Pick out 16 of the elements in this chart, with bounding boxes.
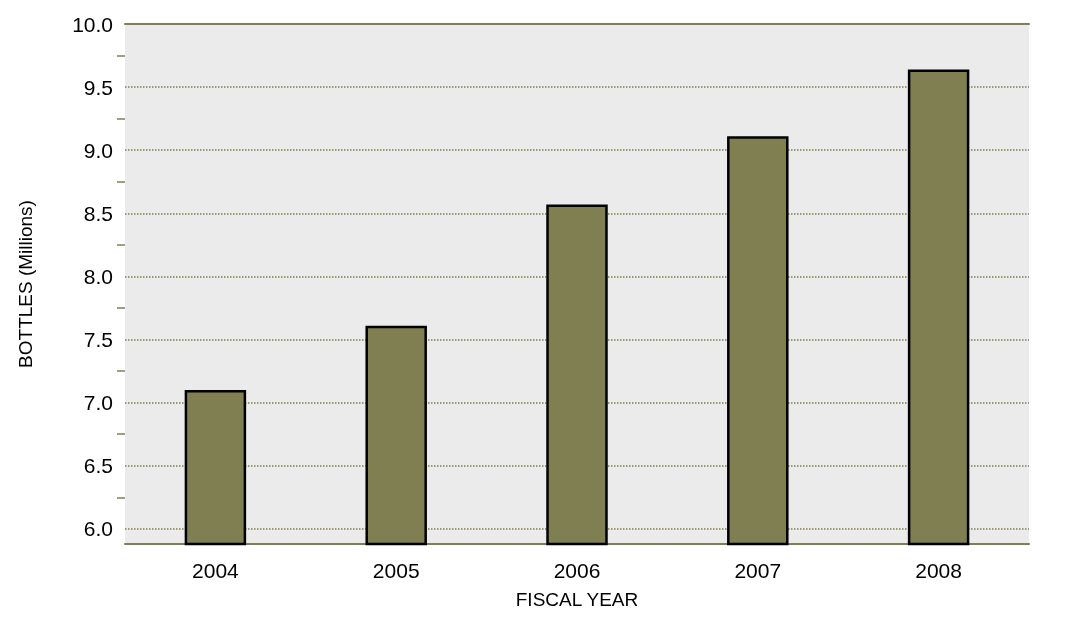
y-axis-title: BOTTLES (Millions) bbox=[15, 200, 36, 368]
y-tick-label: 6.0 bbox=[83, 517, 113, 541]
y-tick-label: 9.0 bbox=[83, 138, 113, 162]
x-tick-label: 2006 bbox=[553, 559, 601, 582]
y-tick-label: 6.5 bbox=[83, 454, 113, 478]
y-tick-label: 10.0 bbox=[72, 12, 113, 36]
y-tick-label: 7.0 bbox=[83, 391, 113, 415]
y-tick-label: 8.0 bbox=[83, 264, 113, 288]
x-tick-label: 2008 bbox=[915, 559, 962, 582]
x-tick-label: 2005 bbox=[372, 559, 420, 582]
x-axis-title: FISCAL YEAR bbox=[515, 589, 639, 610]
x-tick-label: 2004 bbox=[192, 559, 240, 582]
y-tick-label: 8.5 bbox=[83, 201, 113, 225]
y-tick-label: 7.5 bbox=[83, 328, 113, 352]
x-tick-label: 2007 bbox=[734, 559, 782, 582]
y-tick-label: 9.5 bbox=[83, 75, 113, 99]
